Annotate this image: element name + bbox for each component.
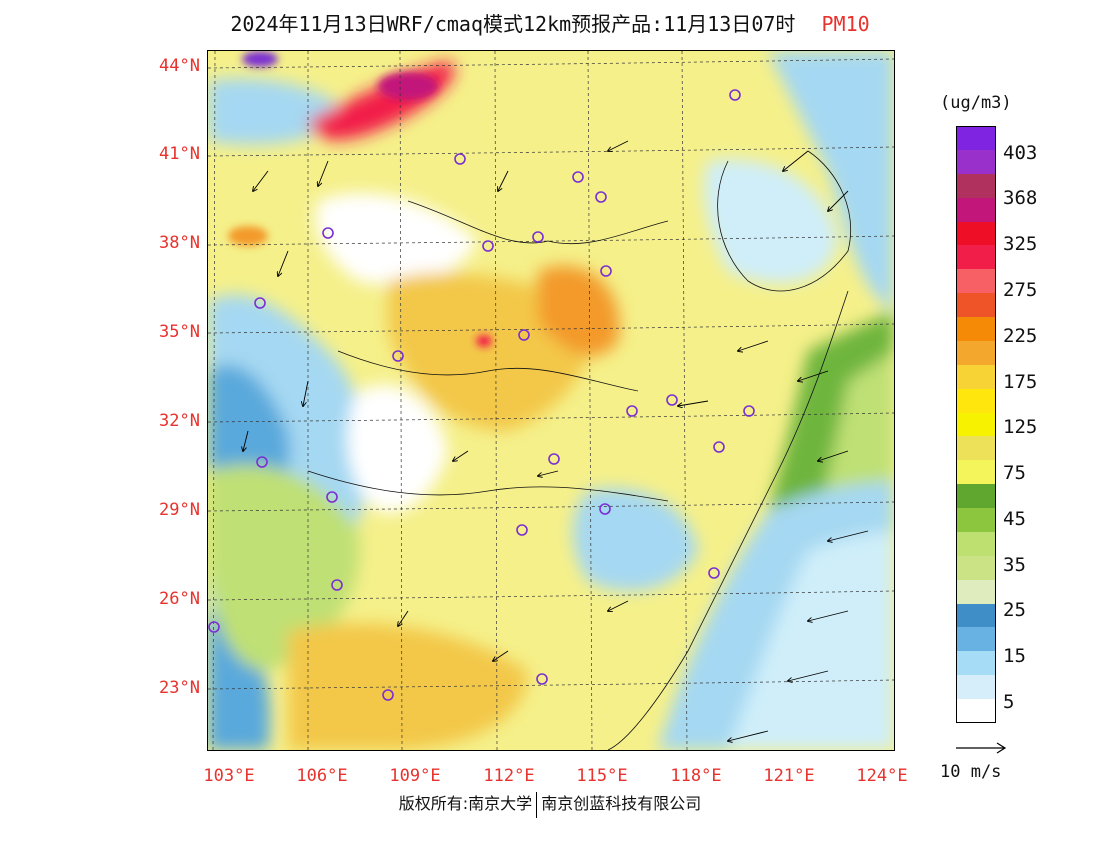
copyright: 版权所有:南京大学 南京创蓝科技有限公司 (0, 790, 1100, 818)
colorbar-label: 403 (1003, 142, 1038, 164)
lat-label: 23°N (159, 678, 200, 698)
colorbar-units: (ug/m3) (940, 93, 1012, 113)
colorbar-swatch (956, 412, 996, 437)
lat-label: 38°N (159, 233, 200, 253)
colorbar-label: 325 (1003, 233, 1038, 255)
lon-label: 106°E (296, 766, 348, 786)
lon-label: 124°E (856, 766, 908, 786)
colorbar-label: 125 (1003, 416, 1038, 438)
lat-label: 44°N (159, 56, 200, 76)
colorbar-swatch (956, 149, 996, 175)
lat-label: 32°N (159, 411, 200, 431)
colorbar-label: 15 (1003, 645, 1026, 667)
lon-label: 103°E (203, 766, 255, 786)
forecast-map (207, 50, 895, 751)
boundary-lines (307, 150, 851, 750)
copyright-owner: 版权所有:南京大学 (398, 794, 533, 813)
colorbar-label: 35 (1003, 554, 1026, 576)
colorbar-swatch (956, 508, 996, 533)
wind-scale-arrow-icon (956, 742, 1007, 754)
title-main: 2024年11月13日WRF/cmaq模式12km预报产品:11月13日07时 (230, 12, 796, 36)
colorbar-label: 25 (1003, 599, 1026, 621)
wind-vectors (243, 140, 869, 741)
lon-label: 121°E (763, 766, 815, 786)
copyright-company: 南京创蓝科技有限公司 (541, 794, 702, 813)
colorbar-swatch (956, 173, 996, 199)
lon-label: 112°E (483, 766, 535, 786)
copyright-divider (536, 791, 538, 818)
concentration-field (208, 51, 894, 750)
lon-label: 109°E (389, 766, 441, 786)
lon-label: 118°E (670, 766, 722, 786)
colorbar-label: 225 (1003, 325, 1038, 347)
colorbar-swatch (956, 436, 996, 461)
title-pollutant: PM10 (821, 12, 870, 36)
colorbar-label: 175 (1003, 371, 1038, 393)
colorbar-label: 5 (1003, 691, 1015, 713)
lat-label: 41°N (159, 144, 200, 164)
colorbar-label: 368 (1003, 187, 1038, 209)
colorbar-swatch (956, 340, 996, 366)
wind-scale-label: 10 m/s (940, 762, 1002, 782)
lat-label: 29°N (159, 500, 200, 520)
city-markers (208, 89, 755, 701)
colorbar-swatch (956, 221, 996, 246)
colorbar-label: 275 (1003, 279, 1038, 301)
colorbar-label: 45 (1003, 508, 1026, 530)
colorbar-label: 75 (1003, 462, 1026, 484)
map-title: 2024年11月13日WRF/cmaq模式12km预报产品:11月13日07时 … (0, 8, 1100, 37)
lat-label: 26°N (159, 589, 200, 609)
colorbar-frame (956, 126, 996, 723)
lat-label: 35°N (159, 322, 200, 342)
lon-label: 115°E (576, 766, 628, 786)
